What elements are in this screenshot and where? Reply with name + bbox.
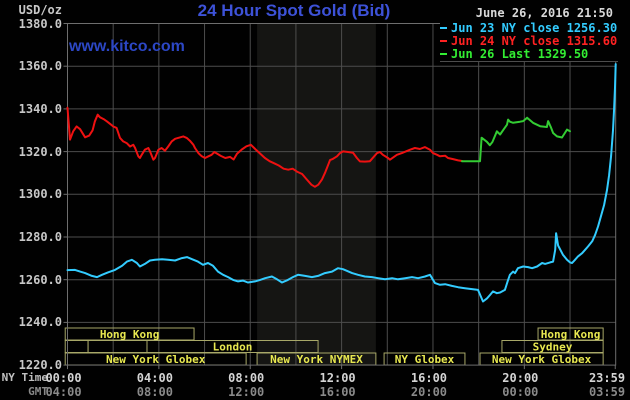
session-label: Hong Kong [100, 328, 160, 341]
session-box [87, 340, 148, 353]
legend-label: Jun 23 NY close 1256.30 [451, 20, 618, 35]
y-axis-tick-label: 1320.0 [18, 144, 62, 159]
x-tick-ny: 12:00 [319, 371, 356, 385]
y-axis-tick-label: 1340.0 [18, 101, 62, 116]
session-label: New York Globex [106, 353, 206, 366]
kitco-watermark: www.kitco.com [69, 38, 185, 55]
legend-row: Jun 26 Last 1329.50 [440, 46, 618, 61]
session-label: Hong Kong [541, 328, 601, 341]
y-axis-tick-label: 1360.0 [18, 59, 62, 74]
x-tick-ny: 04:00 [136, 371, 173, 385]
legend-row: Jun 24 NY close 1315.60 [440, 33, 618, 48]
x-tick-gmt: 04:00 [45, 385, 82, 399]
legend-line-marker-icon [440, 52, 447, 55]
session-label: London [213, 341, 253, 354]
legend-row: Jun 23 NY close 1256.30 [440, 20, 618, 35]
x-tick-ny: 23:59 [588, 371, 626, 385]
y-axis-tick-label: 1380.0 [18, 16, 62, 31]
y-axis-tick-label: 1260.0 [18, 272, 62, 287]
units-label: USD/oz [18, 3, 62, 17]
x-tick-ny: 20:00 [502, 371, 539, 385]
y-axis-tick-label: 1300.0 [18, 187, 62, 202]
session-label: Sydney [533, 341, 573, 354]
session-label: NY Globex [395, 353, 455, 366]
series-jun24-line [66, 106, 463, 188]
x-tick-gmt: 00:00 [502, 385, 539, 399]
session-label: New York Globex [492, 353, 592, 366]
legend-line-marker-icon [440, 26, 447, 29]
x-tick-gmt: 08:00 [136, 385, 173, 399]
x-tick-gmt: 03:59 [588, 385, 626, 399]
datetime-stamp: June 26, 2016 21:50 [475, 6, 613, 20]
x-tick-gmt: 12:00 [228, 385, 265, 399]
chart-legend: Jun 23 NY close 1256.30 Jun 24 NY close 1… [440, 21, 618, 62]
ny-time-axis-label: NY Time [1, 371, 48, 384]
y-axis-tick-label: 1220.0 [18, 358, 62, 373]
page-title: 24 Hour Spot Gold (Bid) [197, 1, 391, 20]
x-tick-gmt: 20:00 [410, 385, 448, 399]
session-box [64, 340, 89, 353]
y-axis-tick-label: 1240.0 [18, 315, 62, 330]
legend-label: Jun 26 Last 1329.50 [451, 46, 589, 61]
y-axis-tick-label: 1280.0 [18, 230, 62, 244]
series-jun23-line [66, 63, 617, 303]
x-tick-gmt: 16:00 [319, 385, 356, 399]
gmt-axis-label: GMT [28, 385, 48, 398]
session-label: New York NYMEX [270, 353, 363, 366]
x-tick-ny: 08:00 [228, 371, 265, 385]
x-tick-ny: 00:00 [45, 371, 82, 385]
x-tick-ny: 16:00 [410, 371, 448, 385]
series-jun26-line [461, 116, 571, 163]
legend-line-marker-icon [440, 39, 447, 42]
legend-label: Jun 24 NY close 1315.60 [451, 33, 618, 48]
